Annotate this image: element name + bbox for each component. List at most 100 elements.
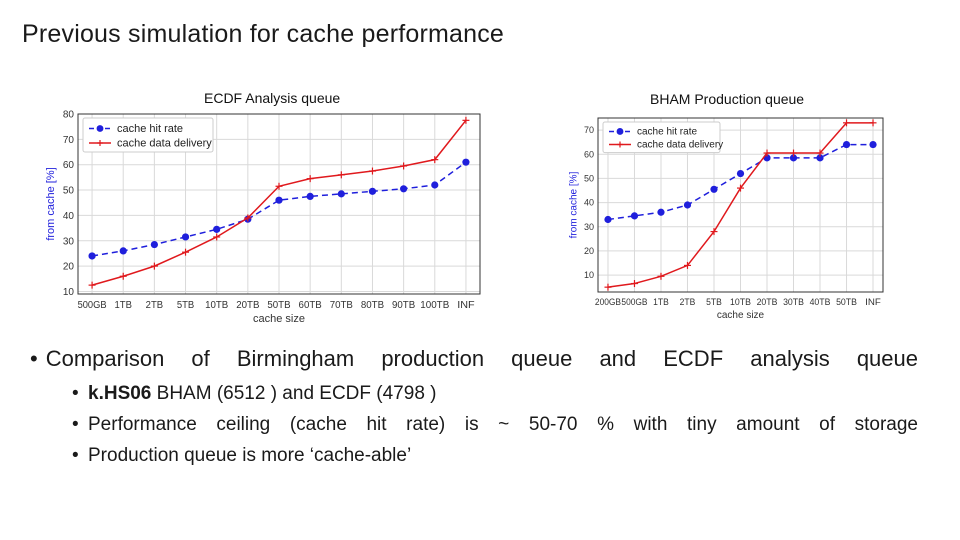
y-axis-label: from cache [%] [45,167,57,240]
data-point [710,228,718,236]
legend: cache hit rate cache data delivery [602,121,723,154]
bullet-dot-icon: • [30,346,38,371]
x-axis-label: cache size [717,310,765,321]
legend: cache hit rate cache data delivery [82,117,214,153]
data-point [150,262,158,270]
x-tick-label: 10TB [205,300,229,311]
plot-frame [77,113,481,295]
y-tick-label: 60 [584,149,594,159]
data-point [368,187,377,195]
legend-label: cache hit rate [637,127,697,138]
data-point [119,272,127,280]
data-point [182,248,190,256]
data-point [683,201,692,209]
x-tick-label: 100TB [420,300,449,311]
data-point [368,167,376,175]
y-tick-label: 10 [584,270,594,280]
y-tick-label: 40 [584,198,594,208]
y-tick-label: 20 [63,262,75,273]
legend-marker [96,125,104,132]
data-point [657,208,665,216]
data-point [736,169,745,178]
data-point [337,171,345,179]
x-tick-label: 1TB [653,297,669,307]
y-tick-label: 50 [63,186,75,197]
data-point [657,272,665,280]
slide-title: Previous simulation for cache performanc… [22,20,505,48]
data-point [119,247,127,255]
bham-chart-caption: BHAM Production queue [650,91,805,107]
data-point [604,215,612,224]
data-point [816,154,824,162]
legend-box [82,117,214,153]
data-point [213,233,221,241]
data-point [843,119,851,127]
data-point [181,233,190,241]
bullet-dot-icon: • [72,414,79,435]
data-point [400,185,408,193]
data-point [630,212,639,220]
x-tick-label: 90TB [392,300,416,311]
x-tick-label: INF [457,300,474,311]
y-tick-label: 40 [63,211,75,222]
x-axis-label: cache size [253,313,305,325]
data-point [789,154,798,162]
bullet-main-text: Comparison of Birmingham production queu… [45,346,918,371]
x-tick-label: 20TB [236,300,260,311]
y-tick-label: 30 [584,222,594,232]
bham-chart: 10 20 30 40 50 60 70 200GB 500GB 1TB 2TB 5TB 10TB 20T… [568,117,884,321]
x-tick-label: 1TB [115,300,133,311]
data-point [213,225,221,233]
bullet-list: • Comparison of Birmingham production qu… [30,346,930,471]
x-tick-label: 50TB [267,300,291,311]
y-tick-label: 30 [63,236,75,247]
sub-bullet-bold: k.HS06 [88,383,152,404]
data-point [816,149,824,157]
data-point [275,182,283,190]
x-tick-label: 20TB [757,297,778,307]
data-point [462,116,470,124]
x-tick-label: 10TB [730,297,751,307]
y-tick-label: 10 [63,287,75,298]
plot-frame [597,117,884,293]
sub-bullet-text: Production queue is more ‘cache-able’ [88,445,412,466]
y-tick-label: 70 [63,135,75,146]
data-point [869,140,877,149]
data-point [275,196,283,204]
sub-bullet-item: • k.HS06 BHAM (6512 ) and ECDF (4798 ) [72,378,918,409]
sub-bullet-item: • Production queue is more ‘cache-able’ [72,440,918,471]
x-tick-label: 200GB [595,297,621,307]
x-tick-label: 40TB [810,297,831,307]
y-tick-label: 80 [63,110,75,121]
data-point [88,281,96,289]
data-point [150,240,158,249]
x-tick-label: 2TB [146,300,164,311]
data-point [431,156,439,164]
x-tick-label: 5TB [177,300,195,311]
data-point [462,158,470,166]
bullet-dot-icon: • [72,445,79,466]
sub-bullet-text: k.HS06 BHAM (6512 ) and ECDF (4798 ) [88,378,918,409]
legend-box [602,121,721,154]
ecdf-chart: 10 20 30 40 50 60 70 80 500GB 1TB 2TB 5TB 10TB 20TB 50… [45,110,481,325]
data-point [842,140,851,149]
sub-bullet-text: Performance ceiling (cache hit rate) is … [88,414,918,435]
data-point [683,261,691,269]
data-point [710,185,718,193]
x-tick-label: 500GB [621,297,647,307]
legend-label: cache data delivery [637,140,723,151]
x-tick-label: 2TB [680,297,696,307]
y-tick-label: 50 [584,174,594,184]
data-point [306,175,314,183]
data-point [306,192,314,200]
legend-label: cache data delivery [117,138,212,150]
x-tick-label: 500GB [78,300,107,311]
legend-label: cache hit rate [117,123,183,135]
data-point [790,149,798,157]
x-tick-label: 30TB [783,297,804,307]
data-point [604,283,612,291]
sub-bullet-item: • Performance ceiling (cache hit rate) i… [72,409,918,440]
data-point [400,162,408,170]
y-tick-label: 70 [584,125,594,135]
x-tick-label: 5TB [706,297,722,307]
